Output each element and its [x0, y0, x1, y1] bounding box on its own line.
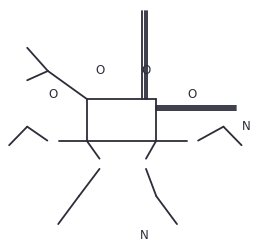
- Text: N: N: [140, 229, 149, 242]
- Text: N: N: [241, 120, 250, 133]
- Text: O: O: [95, 64, 104, 78]
- Text: O: O: [188, 88, 197, 101]
- Text: O: O: [141, 64, 151, 78]
- Text: O: O: [48, 88, 58, 101]
